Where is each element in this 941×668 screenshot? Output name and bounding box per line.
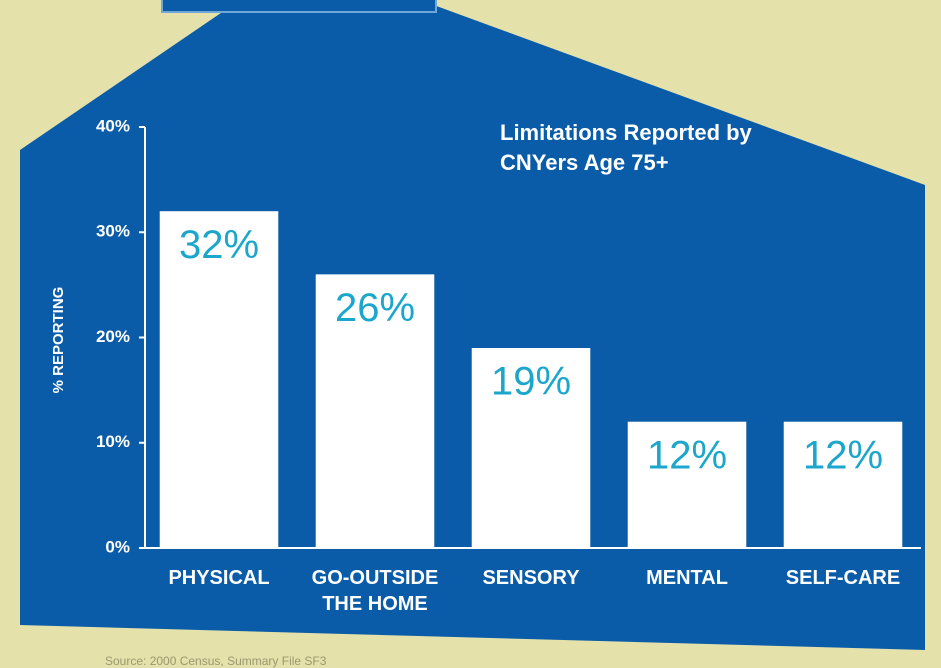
x-tick-label: PHYSICAL <box>151 565 287 591</box>
y-tick-label: 30% <box>96 222 130 241</box>
y-axis-label: % REPORTING <box>50 250 67 430</box>
y-tick-label: 10% <box>96 432 130 451</box>
y-tick-label: 0% <box>105 537 130 556</box>
page: 0% 10% 20% 30% 40% 32% 26% 19% 12% 12% Limitation… <box>0 0 941 666</box>
value-label: 26% <box>335 286 415 330</box>
x-tick-label: GO-OUTSIDE THE HOME <box>307 565 443 617</box>
x-tick-label: SELF-CARE <box>775 565 911 591</box>
x-tick-label: SENSORY <box>463 565 599 591</box>
backdrop <box>20 0 925 650</box>
value-label: 12% <box>647 433 727 477</box>
value-label: 19% <box>491 360 571 404</box>
y-tick-label: 40% <box>96 116 130 135</box>
chart-title: Limitations Reported by CNYers Age 75+ <box>500 118 810 178</box>
value-label: 32% <box>179 223 259 267</box>
value-label: 12% <box>803 433 883 477</box>
top-box <box>162 0 436 12</box>
x-tick-label: MENTAL <box>619 565 755 591</box>
y-tick-label: 20% <box>96 327 130 346</box>
